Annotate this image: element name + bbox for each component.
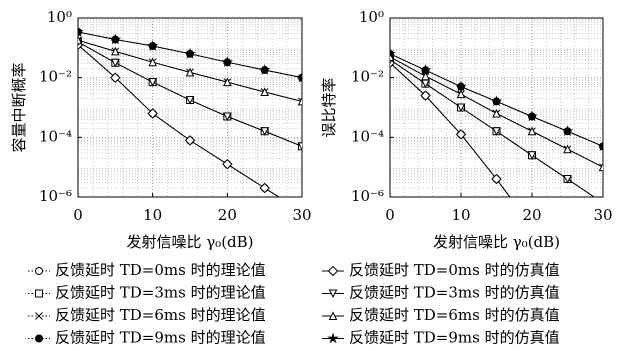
marker	[297, 142, 302, 151]
marker	[598, 162, 603, 172]
y-axis-label: 容量中断概率	[10, 62, 28, 152]
legend-label: 反馈延时 TD=0ms 时的理论值	[55, 261, 266, 279]
marker	[78, 25, 84, 37]
marker	[111, 46, 120, 56]
marker	[297, 96, 302, 106]
plot-frame	[77, 17, 303, 198]
legend-marker	[35, 312, 43, 320]
y-axis-label: 误比特率	[320, 77, 338, 137]
marker	[184, 135, 196, 146]
marker	[527, 126, 537, 136]
marker	[78, 35, 83, 45]
plot-frame	[389, 17, 604, 198]
marker	[563, 144, 572, 154]
x-tick-label: 10	[143, 206, 162, 224]
marker	[223, 77, 232, 87]
marker	[148, 57, 157, 67]
marker	[296, 71, 302, 83]
plot-area	[78, 25, 302, 197]
marker	[455, 129, 467, 140]
marker	[456, 103, 466, 113]
y-tick-label: 10⁻²	[39, 68, 72, 86]
x-tick-label: 0	[73, 206, 83, 224]
legend-marker	[327, 332, 339, 344]
marker	[260, 127, 269, 136]
x-tick-label: 20	[218, 206, 237, 224]
legend-marker	[35, 267, 43, 275]
x-tick-label: 30	[292, 206, 311, 224]
legend-label: 反馈延时 TD=9ms 时的理论值	[55, 329, 266, 347]
marker	[456, 89, 466, 99]
y-tick-label: 10⁰	[359, 8, 384, 26]
x-tick-label: 0	[385, 206, 395, 224]
marker	[221, 56, 234, 68]
x-tick-label: 30	[593, 206, 612, 224]
legend-marker	[328, 311, 338, 320]
legend-marker	[35, 289, 43, 298]
marker	[146, 40, 159, 51]
x-axis-label: 发射信噪比 γ₀(dB)	[126, 233, 253, 251]
marker	[258, 64, 271, 75]
marker	[490, 95, 503, 107]
legend-marker	[328, 289, 338, 299]
marker	[185, 96, 195, 105]
legend-label: 反馈延时 TD=3ms 时的理论值	[55, 284, 266, 302]
marker	[184, 47, 196, 59]
marker	[561, 125, 574, 137]
y-tick-label: 10⁰	[47, 8, 72, 26]
marker	[147, 108, 158, 119]
marker	[223, 112, 232, 122]
x-tick-label: 10	[451, 206, 470, 224]
legend-label: 反馈延时 TD=6ms 时的仿真值	[349, 306, 560, 324]
legend-label: 反馈延时 TD=3ms 时的仿真值	[349, 284, 560, 302]
plot-area	[390, 47, 603, 230]
marker	[185, 67, 195, 77]
y-tick-label: 10⁻⁶	[351, 187, 384, 205]
marker	[390, 47, 396, 59]
legend-marker	[327, 265, 339, 277]
marker	[529, 223, 536, 230]
y-tick-label: 10⁻⁶	[39, 187, 72, 205]
marker	[148, 78, 157, 87]
marker	[421, 71, 430, 81]
legend-marker	[35, 334, 43, 343]
marker	[419, 64, 432, 76]
marker	[420, 90, 431, 101]
marker	[260, 87, 269, 97]
x-tick-label: 20	[522, 206, 541, 224]
marker	[110, 72, 121, 83]
marker	[111, 58, 120, 68]
y-tick-label: 10⁻²	[351, 68, 384, 86]
y-tick-label: 10⁻⁴	[39, 127, 72, 145]
marker	[455, 80, 467, 92]
marker	[597, 140, 603, 152]
marker	[527, 151, 537, 160]
marker	[491, 173, 502, 185]
marker	[259, 182, 270, 194]
x-axis-label: 发射信噪比 γ₀(dB)	[433, 233, 560, 251]
marker	[492, 108, 501, 118]
marker	[526, 110, 538, 122]
legend-label: 反馈延时 TD=9ms 时的仿真值	[349, 329, 560, 347]
y-tick-label: 10⁻⁴	[351, 127, 384, 145]
marker	[492, 127, 501, 136]
marker	[563, 175, 572, 184]
marker	[222, 158, 233, 170]
marker	[109, 33, 122, 45]
legend-label: 反馈延时 TD=6ms 时的理论值	[55, 306, 266, 324]
legend-label: 反馈延时 TD=0ms 时的仿真值	[349, 261, 560, 279]
